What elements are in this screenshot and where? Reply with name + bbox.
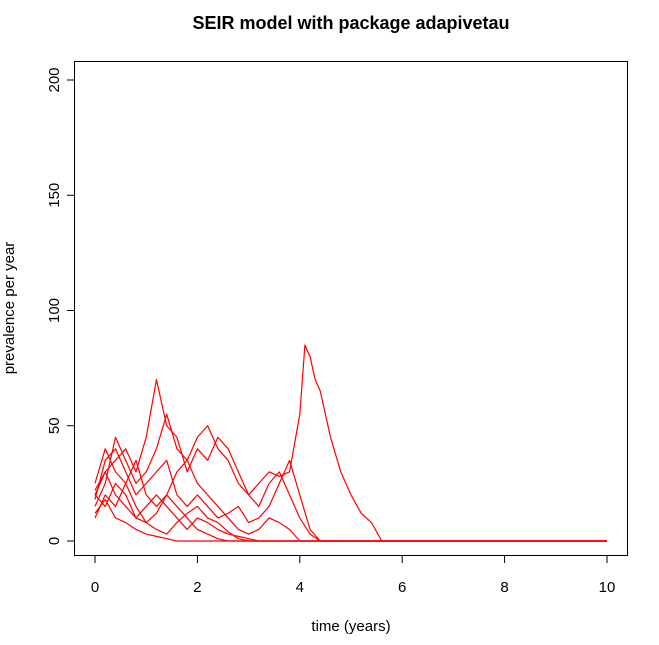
y-tick-label: 0 [46,537,63,545]
series-layer [94,344,607,542]
y-tick-label: 100 [46,298,63,323]
chart-title: SEIR model with package adapivetau [192,13,509,33]
series-line-7 [94,471,607,542]
series-line-2 [94,413,607,542]
series-line-1 [94,344,607,542]
x-tick-label: 4 [296,579,304,596]
y-axis-label: prevalence per year [1,242,18,375]
x-axis-label: time (years) [311,618,390,635]
series-line-5 [94,482,607,542]
x-tick-label: 0 [91,579,99,596]
series-line-8 [94,498,607,542]
y-tick-label: 150 [46,183,63,208]
x-tick-label: 6 [398,579,406,596]
x-axis: 0 2 4 6 8 10 [91,555,616,596]
x-tick-label: 2 [193,579,201,596]
series-line-4 [94,448,607,542]
plot-frame [74,61,628,556]
x-tick-label: 10 [599,579,616,596]
series-line-6 [94,482,607,542]
x-tick-label: 8 [500,579,508,596]
y-tick-label: 200 [46,67,63,92]
y-axis: 0 50 100 150 200 [46,67,75,545]
series-line-3 [94,448,607,542]
y-tick-label: 50 [46,417,63,434]
